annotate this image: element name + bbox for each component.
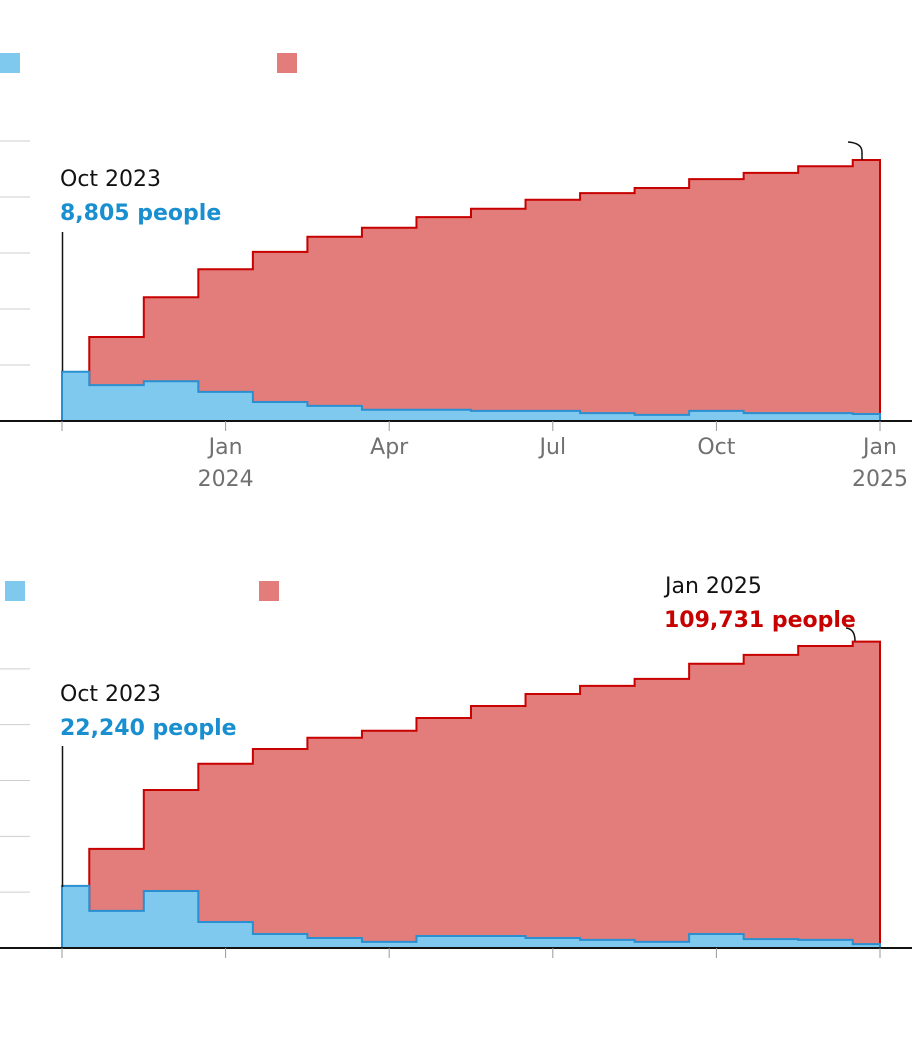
step-area	[361, 730, 417, 948]
step-area	[198, 922, 254, 948]
step-area	[798, 166, 854, 421]
annotation-date: Oct 2023	[60, 682, 162, 707]
step-area	[689, 410, 745, 421]
step-area	[416, 935, 472, 948]
step-area	[307, 236, 363, 421]
legend-swatch	[5, 581, 25, 601]
step-area	[252, 934, 308, 948]
x-tick-label: Jan 2024	[197, 435, 254, 492]
annotation-date: Oct 2023	[60, 167, 162, 192]
step-area	[471, 935, 527, 948]
step-area	[416, 717, 472, 948]
step-area	[89, 910, 145, 948]
legend-swatch	[0, 53, 20, 73]
step-outline	[61, 370, 881, 421]
step-area	[689, 663, 745, 948]
step-area	[361, 409, 417, 421]
step-area	[361, 941, 417, 948]
step-area	[416, 409, 472, 421]
step-area	[307, 937, 363, 948]
step-area	[580, 193, 636, 421]
step-area	[307, 405, 363, 421]
step-area	[689, 179, 745, 421]
step-area	[798, 645, 854, 948]
legend-swatch	[277, 53, 297, 73]
step-area	[852, 641, 881, 948]
step-area	[743, 413, 799, 421]
step-area	[471, 208, 527, 421]
annotation-hook	[845, 627, 856, 642]
step-area	[525, 693, 581, 948]
annotation-date: Jan 2025	[665, 574, 762, 599]
step-outline	[88, 640, 881, 948]
step-area	[143, 891, 199, 948]
step-area	[416, 217, 472, 421]
step-area	[252, 401, 308, 421]
annotation-value: 8,805 people	[60, 201, 222, 226]
step-area	[525, 199, 581, 421]
x-tick-label: Apr	[370, 435, 409, 460]
step-outline	[88, 159, 881, 421]
step-area	[252, 748, 308, 948]
x-tick-label: Jan 2025	[852, 435, 908, 492]
step-area	[525, 937, 581, 948]
annotation-value: 22,240 people	[60, 716, 237, 741]
step-area	[307, 737, 363, 948]
step-area	[634, 678, 690, 948]
step-area	[252, 251, 308, 421]
step-area	[798, 413, 854, 421]
step-area	[580, 939, 636, 948]
step-area	[471, 705, 527, 948]
step-area	[852, 944, 881, 948]
step-area	[852, 160, 881, 422]
step-area	[634, 188, 690, 421]
annotation-value: 109,731 people	[664, 608, 856, 633]
annotation-hook	[847, 141, 863, 160]
step-area	[580, 413, 636, 421]
step-area	[743, 172, 799, 421]
step-area	[198, 391, 254, 421]
step-area	[89, 385, 145, 421]
step-area	[580, 685, 636, 948]
step-area	[361, 227, 417, 421]
step-area	[689, 934, 745, 948]
step-area	[62, 885, 90, 948]
step-area	[62, 371, 90, 421]
x-tick-label: Oct	[697, 435, 736, 460]
step-area	[634, 414, 690, 421]
step-area	[634, 941, 690, 948]
step-area	[798, 939, 854, 948]
x-tick-label: Jul	[539, 435, 567, 460]
step-outline	[61, 884, 881, 948]
legend-swatch	[259, 581, 279, 601]
step-area	[198, 763, 254, 948]
step-area	[743, 654, 799, 948]
step-area	[852, 414, 881, 421]
step-area	[525, 410, 581, 421]
step-area	[471, 410, 527, 421]
step-area	[143, 381, 199, 421]
step-area	[743, 939, 799, 948]
